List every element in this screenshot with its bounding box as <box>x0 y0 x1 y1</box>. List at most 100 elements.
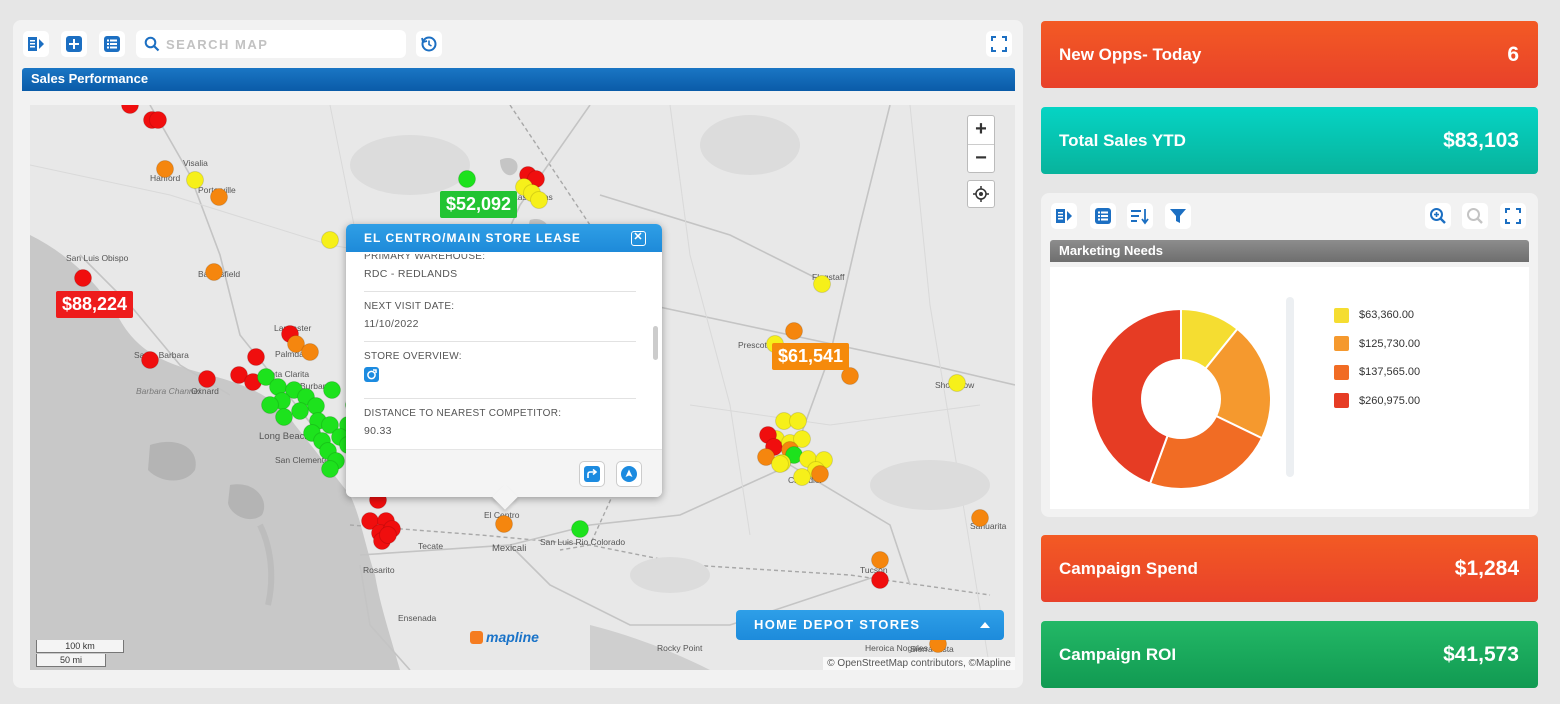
chart-panel: Marketing Needs $63,360.00 $125,730.00 $… <box>1041 193 1538 517</box>
store-marker[interactable] <box>813 275 831 293</box>
zoom-out-button[interactable]: − <box>968 144 994 172</box>
store-marker[interactable] <box>321 460 339 478</box>
share-icon <box>584 466 600 482</box>
store-marker[interactable] <box>186 171 204 189</box>
store-marker[interactable] <box>871 571 889 589</box>
fullscreen-icon <box>1505 208 1521 224</box>
place-label: Tucson <box>860 565 888 575</box>
share-button[interactable] <box>579 461 605 487</box>
panel-toggle-icon <box>28 37 44 51</box>
store-marker[interactable] <box>156 160 174 178</box>
store-marker[interactable] <box>247 348 265 366</box>
zoom-out-chart-button[interactable] <box>1462 203 1488 229</box>
place-label: Oxnard <box>191 386 219 396</box>
store-marker[interactable] <box>74 269 92 287</box>
history-button[interactable] <box>416 31 442 57</box>
popup-scrollbar[interactable] <box>653 326 658 360</box>
store-marker[interactable] <box>287 335 305 353</box>
store-marker[interactable] <box>198 370 216 388</box>
filter-button[interactable] <box>1165 203 1191 229</box>
chart-title: Marketing Needs <box>1050 240 1529 262</box>
store-marker[interactable] <box>948 374 966 392</box>
store-marker[interactable] <box>789 412 807 430</box>
list-button[interactable] <box>99 31 125 57</box>
popup-close-button[interactable]: ✕ <box>631 231 646 246</box>
legend-scrollbar[interactable] <box>1286 297 1294 477</box>
donut-slice[interactable] <box>1090 307 1182 485</box>
store-marker[interactable] <box>149 111 167 129</box>
place-label: Burbank <box>300 381 332 391</box>
legend-item[interactable]: $63,360.00 <box>1334 301 1420 330</box>
store-marker[interactable] <box>141 351 159 369</box>
store-marker[interactable] <box>301 343 319 361</box>
store-marker[interactable] <box>230 366 248 384</box>
store-marker[interactable] <box>323 381 341 399</box>
store-marker[interactable] <box>321 416 339 434</box>
panel-toggle-button[interactable] <box>23 31 49 57</box>
field-value: RDC - REDLANDS <box>364 268 458 280</box>
place-label: Flagstaff <box>812 272 845 282</box>
store-marker[interactable] <box>321 231 339 249</box>
kpi-campaign-spend[interactable]: Campaign Spend $1,284 <box>1041 535 1538 602</box>
locate-button[interactable] <box>967 180 995 208</box>
store-marker[interactable] <box>291 402 309 420</box>
store-marker[interactable] <box>785 322 803 340</box>
zoom-in-button[interactable]: + <box>975 118 987 140</box>
value-tag[interactable]: $52,092 <box>440 191 518 218</box>
kpi-total-sales[interactable]: Total Sales YTD $83,103 <box>1041 107 1538 174</box>
store-marker[interactable] <box>971 509 989 527</box>
store-marker[interactable] <box>275 408 293 426</box>
list-button[interactable] <box>1090 203 1116 229</box>
mapline-mark-icon <box>470 631 483 644</box>
legend-item[interactable]: $260,975.00 <box>1334 387 1420 416</box>
search-input[interactable] <box>166 36 396 52</box>
store-marker[interactable] <box>205 263 223 281</box>
store-marker[interactable] <box>257 368 275 386</box>
place-label: San Luis Obispo <box>66 253 129 263</box>
store-overview-link[interactable] <box>364 367 636 387</box>
store-marker[interactable] <box>121 105 139 114</box>
store-marker[interactable] <box>841 367 859 385</box>
store-marker[interactable] <box>261 396 279 414</box>
sort-button[interactable] <box>1127 203 1153 229</box>
place-label: Sahuarita <box>970 521 1007 531</box>
marker-layer <box>74 105 989 653</box>
zoom-in-chart-button[interactable] <box>1425 203 1451 229</box>
store-marker[interactable] <box>210 188 228 206</box>
value-tag[interactable]: $88,224 <box>56 291 134 318</box>
store-marker[interactable] <box>793 468 811 486</box>
legend-item[interactable]: $125,730.00 <box>1334 330 1420 359</box>
scale-mi: 50 mi <box>36 654 106 667</box>
fullscreen-button[interactable] <box>986 31 1012 57</box>
brand-text: mapline <box>486 629 539 645</box>
store-marker[interactable] <box>811 465 829 483</box>
store-marker[interactable] <box>530 191 548 209</box>
store-marker[interactable] <box>771 455 789 473</box>
store-marker[interactable] <box>871 551 889 569</box>
kpi-campaign-roi[interactable]: Campaign ROI $41,573 <box>1041 621 1538 688</box>
donut-slice[interactable] <box>1179 327 1270 440</box>
add-button[interactable] <box>61 31 87 57</box>
filter-icon <box>1170 209 1186 223</box>
store-marker[interactable] <box>495 515 513 533</box>
store-marker[interactable] <box>757 448 775 466</box>
directions-button[interactable] <box>616 461 642 487</box>
layer-toggle-button[interactable]: HOME DEPOT STORES <box>736 610 1004 640</box>
chart-area: $63,360.00 $125,730.00 $137,565.00 $260,… <box>1050 267 1529 509</box>
value-tag[interactable]: $61,541 <box>772 343 850 370</box>
store-popup: EL CENTRO/MAIN STORE LEASE ✕ PRIMARY WAR… <box>346 224 662 510</box>
popup-field: NEXT VISIT DATE: 11/10/2022 <box>364 292 636 342</box>
popup-header: EL CENTRO/MAIN STORE LEASE ✕ <box>346 224 662 252</box>
place-label: Prescott <box>738 340 770 350</box>
store-marker[interactable] <box>571 520 589 538</box>
store-marker[interactable] <box>458 170 476 188</box>
sort-icon <box>1131 209 1149 225</box>
kpi-new-opps[interactable]: New Opps- Today 6 <box>1041 21 1538 88</box>
chart-fullscreen-button[interactable] <box>1500 203 1526 229</box>
list-icon <box>104 36 120 52</box>
store-marker[interactable] <box>307 397 325 415</box>
store-marker[interactable] <box>379 526 397 544</box>
panel-toggle-button[interactable] <box>1051 203 1077 229</box>
legend-item[interactable]: $137,565.00 <box>1334 358 1420 387</box>
store-marker[interactable] <box>793 430 811 448</box>
